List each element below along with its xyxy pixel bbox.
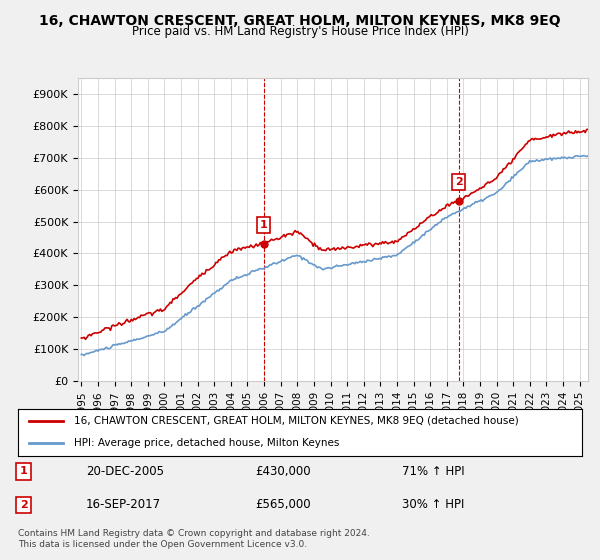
Text: 16, CHAWTON CRESCENT, GREAT HOLM, MILTON KEYNES, MK8 9EQ (detached house): 16, CHAWTON CRESCENT, GREAT HOLM, MILTON… — [74, 416, 519, 426]
Text: 71% ↑ HPI: 71% ↑ HPI — [401, 465, 464, 478]
Text: 2: 2 — [20, 500, 28, 510]
Text: Contains HM Land Registry data © Crown copyright and database right 2024.
This d: Contains HM Land Registry data © Crown c… — [18, 529, 370, 549]
Text: 2: 2 — [455, 177, 463, 187]
Text: 30% ↑ HPI: 30% ↑ HPI — [401, 498, 464, 511]
Text: 1: 1 — [260, 220, 268, 230]
Text: 16-SEP-2017: 16-SEP-2017 — [86, 498, 161, 511]
Text: £430,000: £430,000 — [255, 465, 311, 478]
Text: 16, CHAWTON CRESCENT, GREAT HOLM, MILTON KEYNES, MK8 9EQ: 16, CHAWTON CRESCENT, GREAT HOLM, MILTON… — [39, 14, 561, 28]
Text: Price paid vs. HM Land Registry's House Price Index (HPI): Price paid vs. HM Land Registry's House … — [131, 25, 469, 38]
Text: 1: 1 — [20, 466, 28, 477]
Text: £565,000: £565,000 — [255, 498, 311, 511]
Text: HPI: Average price, detached house, Milton Keynes: HPI: Average price, detached house, Milt… — [74, 438, 340, 448]
Text: 20-DEC-2005: 20-DEC-2005 — [86, 465, 164, 478]
